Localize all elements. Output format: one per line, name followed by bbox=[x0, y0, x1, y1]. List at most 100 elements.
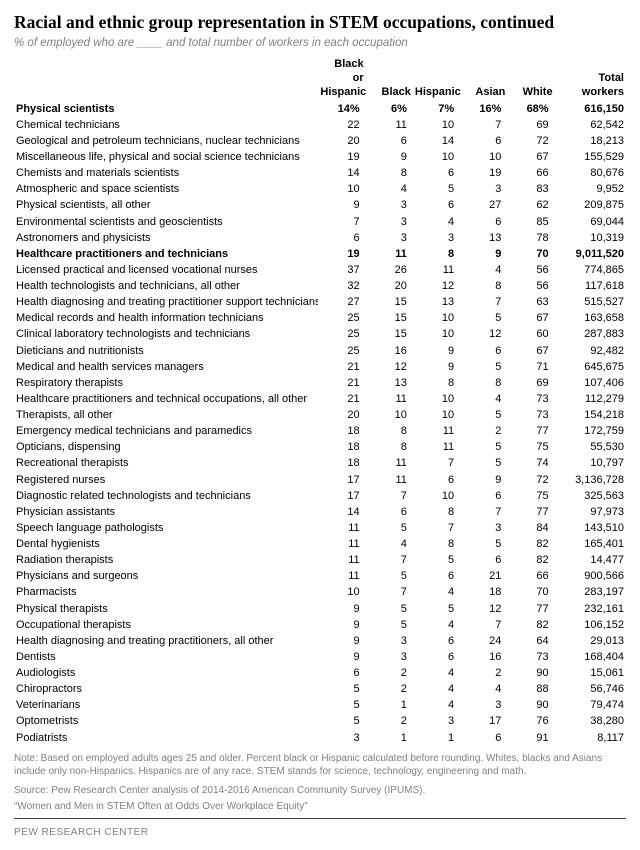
col-header-hispanic: Hispanic bbox=[413, 57, 460, 101]
cell: 9 bbox=[460, 472, 507, 488]
cell: 4 bbox=[413, 682, 460, 698]
col-header-label bbox=[14, 57, 318, 101]
cell: 82 bbox=[507, 553, 554, 569]
row-label: Astronomers and physicists bbox=[14, 230, 318, 246]
table-row: Audiologists62429015,061 bbox=[14, 666, 626, 682]
cell: 5 bbox=[460, 359, 507, 375]
cell: 7 bbox=[366, 553, 413, 569]
cell: 60 bbox=[507, 327, 554, 343]
cell: 5 bbox=[413, 601, 460, 617]
cell: 5 bbox=[366, 617, 413, 633]
cell: 5 bbox=[366, 569, 413, 585]
cell-total: 92,482 bbox=[555, 343, 626, 359]
cell-total: 3,136,728 bbox=[555, 472, 626, 488]
cell: 10 bbox=[413, 311, 460, 327]
row-label: Emergency medical technicians and parame… bbox=[14, 424, 318, 440]
cell: 3 bbox=[460, 182, 507, 198]
cell-total: 69,044 bbox=[555, 214, 626, 230]
cell: 67 bbox=[507, 343, 554, 359]
cell: 90 bbox=[507, 698, 554, 714]
cell: 82 bbox=[507, 537, 554, 553]
cell: 12 bbox=[413, 279, 460, 295]
cell: 72 bbox=[507, 472, 554, 488]
cell: 77 bbox=[507, 505, 554, 521]
cell: 7 bbox=[460, 617, 507, 633]
cell-total: 232,161 bbox=[555, 601, 626, 617]
cell: 11 bbox=[366, 456, 413, 472]
cell: 27 bbox=[318, 295, 365, 311]
table-row: Opticians, dispensing1881157555,530 bbox=[14, 440, 626, 456]
cell: 11 bbox=[366, 392, 413, 408]
cell: 9 bbox=[318, 198, 365, 214]
cell: 18 bbox=[318, 456, 365, 472]
row-label: Chemists and materials scientists bbox=[14, 166, 318, 182]
cell: 6 bbox=[413, 569, 460, 585]
table-row: Clinical laboratory technologists and te… bbox=[14, 327, 626, 343]
table-row: Dental hygienists1148582165,401 bbox=[14, 537, 626, 553]
cell: 10 bbox=[413, 118, 460, 134]
cell: 9 bbox=[318, 650, 365, 666]
cell: 16 bbox=[366, 343, 413, 359]
row-label: Licensed practical and licensed vocation… bbox=[14, 263, 318, 279]
cell: 10 bbox=[318, 585, 365, 601]
table-row: Physician assistants146877797,973 bbox=[14, 505, 626, 521]
cell: 25 bbox=[318, 311, 365, 327]
cell: 77 bbox=[507, 601, 554, 617]
cell: 6% bbox=[366, 101, 413, 117]
cell: 1 bbox=[366, 730, 413, 746]
cell-total: 154,218 bbox=[555, 408, 626, 424]
row-label: Diagnostic related technologists and tec… bbox=[14, 488, 318, 504]
cell: 19 bbox=[318, 247, 365, 263]
cell: 7% bbox=[413, 101, 460, 117]
table-row: Veterinarians51439079,474 bbox=[14, 698, 626, 714]
cell: 7 bbox=[460, 118, 507, 134]
cell: 3 bbox=[366, 650, 413, 666]
table-row: Healthcare practitioners and technical o… bbox=[14, 392, 626, 408]
row-label: Respiratory therapists bbox=[14, 376, 318, 392]
cell: 3 bbox=[318, 730, 365, 746]
cell-total: 143,510 bbox=[555, 521, 626, 537]
cell: 8 bbox=[413, 505, 460, 521]
cell: 11 bbox=[318, 537, 365, 553]
cell: 67 bbox=[507, 311, 554, 327]
cell-total: 283,197 bbox=[555, 585, 626, 601]
row-label: Health diagnosing and treating practitio… bbox=[14, 634, 318, 650]
cell: 8 bbox=[366, 440, 413, 456]
cell: 18 bbox=[318, 440, 365, 456]
cell: 10 bbox=[460, 150, 507, 166]
cell: 6 bbox=[413, 472, 460, 488]
cell: 74 bbox=[507, 456, 554, 472]
cell: 11 bbox=[413, 440, 460, 456]
cell: 17 bbox=[460, 714, 507, 730]
table-row: Licensed practical and licensed vocation… bbox=[14, 263, 626, 279]
cell: 91 bbox=[507, 730, 554, 746]
cell-total: 172,759 bbox=[555, 424, 626, 440]
cell: 10 bbox=[318, 182, 365, 198]
section-header-row: Healthcare practitioners and technicians… bbox=[14, 247, 626, 263]
table-row: Physical therapists9551277232,161 bbox=[14, 601, 626, 617]
cell: 5 bbox=[460, 456, 507, 472]
cell: 7 bbox=[366, 488, 413, 504]
cell: 5 bbox=[318, 698, 365, 714]
footer-text: PEW RESEARCH CENTER bbox=[14, 827, 626, 838]
cell: 3 bbox=[460, 521, 507, 537]
cell: 4 bbox=[413, 585, 460, 601]
cell: 6 bbox=[413, 198, 460, 214]
table-row: Occupational therapists954782106,152 bbox=[14, 617, 626, 633]
cell: 72 bbox=[507, 134, 554, 150]
cell: 13 bbox=[366, 376, 413, 392]
cell: 9 bbox=[318, 617, 365, 633]
cell: 20 bbox=[318, 408, 365, 424]
row-label: Environmental scientists and geoscientis… bbox=[14, 214, 318, 230]
row-label: Registered nurses bbox=[14, 472, 318, 488]
cell: 21 bbox=[460, 569, 507, 585]
cell: 15 bbox=[366, 327, 413, 343]
cell: 4 bbox=[413, 666, 460, 682]
cell: 32 bbox=[318, 279, 365, 295]
row-label: Audiologists bbox=[14, 666, 318, 682]
note-text: Note: Based on employed adults ages 25 a… bbox=[14, 752, 626, 778]
section-label: Physical scientists bbox=[14, 101, 318, 117]
row-label: Optometrists bbox=[14, 714, 318, 730]
cell-total: 97,973 bbox=[555, 505, 626, 521]
cell: 1 bbox=[366, 698, 413, 714]
